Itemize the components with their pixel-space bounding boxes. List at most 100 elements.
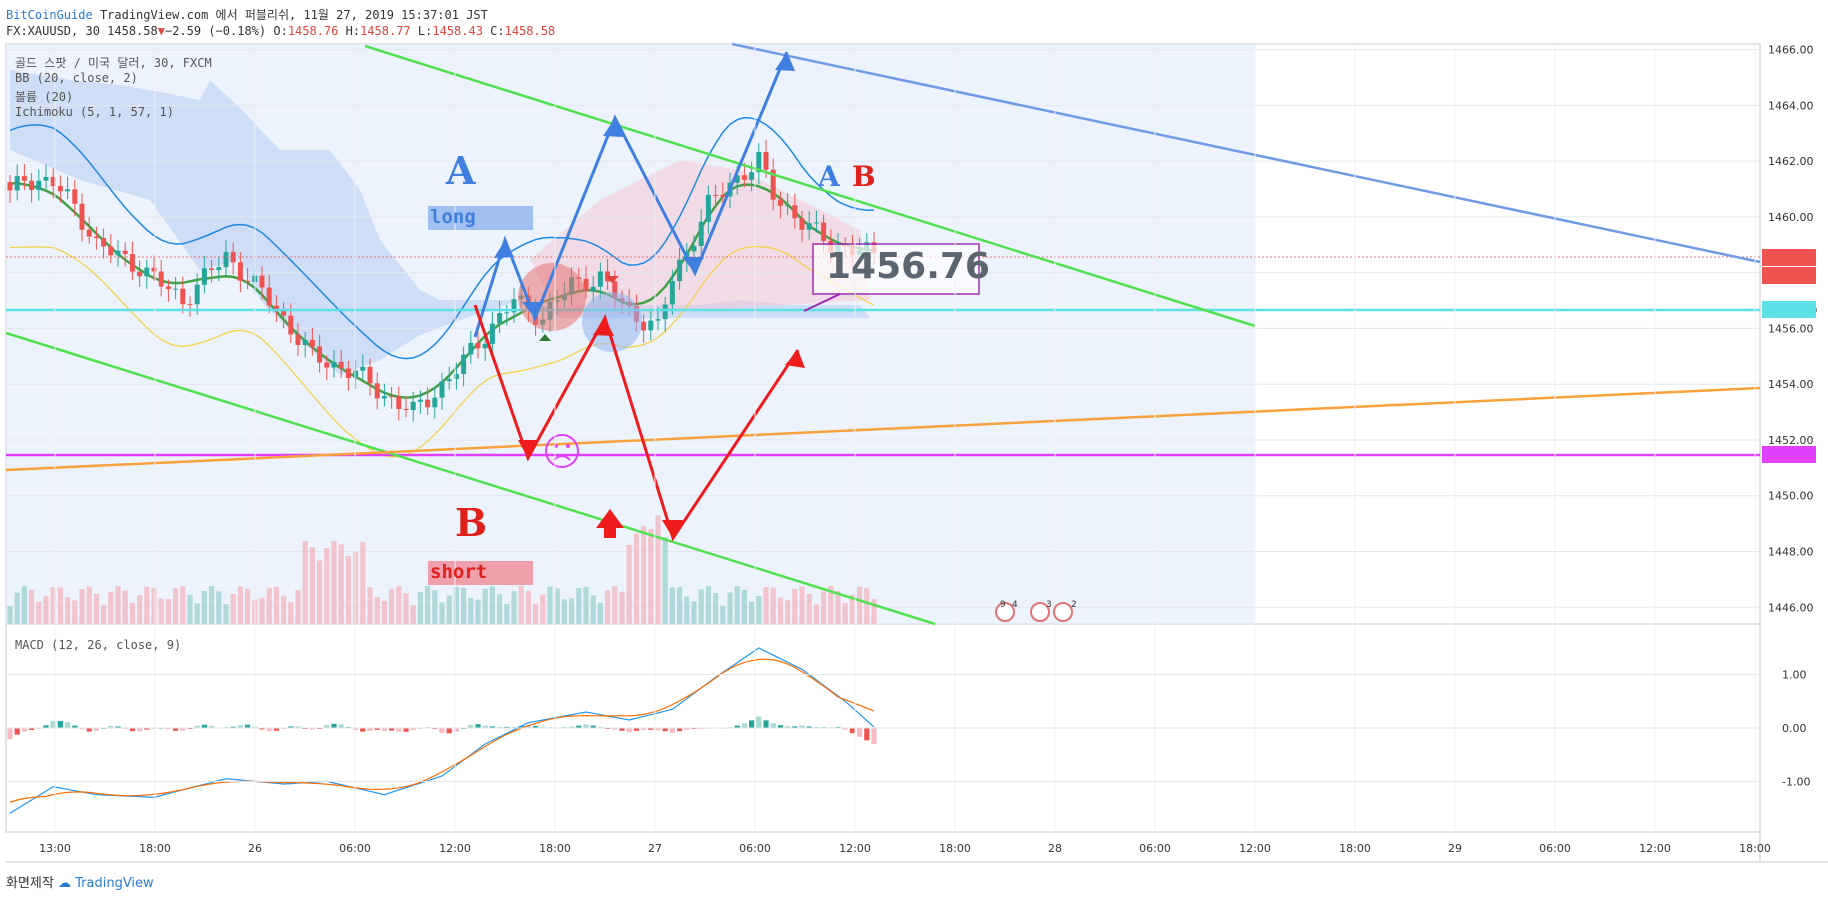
candle-body[interactable] <box>259 275 265 288</box>
candle-body[interactable] <box>288 315 294 335</box>
candle-body[interactable] <box>216 267 222 271</box>
candle-body[interactable] <box>497 313 503 324</box>
candle-body[interactable] <box>345 368 351 379</box>
candle-body[interactable] <box>324 362 330 368</box>
candle-body[interactable] <box>338 361 344 369</box>
candle-body[interactable] <box>353 370 359 379</box>
candle-body[interactable] <box>583 278 589 292</box>
candle-body[interactable] <box>137 271 143 277</box>
candle-body[interactable] <box>461 354 467 375</box>
candle-body[interactable] <box>777 199 783 206</box>
candle-body[interactable] <box>281 310 287 316</box>
bb-upper-line[interactable] <box>9 116 875 360</box>
candle-body[interactable] <box>151 267 157 272</box>
candle-body[interactable] <box>194 284 200 305</box>
candle-body[interactable] <box>201 268 207 285</box>
candle-body[interactable] <box>713 194 719 196</box>
candle-body[interactable] <box>93 236 99 239</box>
candle-body[interactable] <box>741 175 747 180</box>
candle-body[interactable] <box>425 399 431 408</box>
candle-body[interactable] <box>360 366 366 371</box>
macd-indicator[interactable]: MACD (12, 26, close, 9) <box>15 638 182 652</box>
macd-line[interactable] <box>9 647 875 814</box>
candle-body[interactable] <box>821 222 827 241</box>
series-title[interactable]: 골드 스팟 / 미국 달러, 30, FXCM <box>15 56 212 70</box>
candle-body[interactable] <box>108 246 114 256</box>
candle-body[interactable] <box>36 180 42 190</box>
candle-body[interactable] <box>115 250 121 256</box>
candle-body[interactable] <box>79 203 85 230</box>
blue-trend-line[interactable] <box>731 42 1761 264</box>
candle-body[interactable] <box>763 152 769 170</box>
tradingview-logo[interactable]: TradingView <box>75 876 154 891</box>
candle-body[interactable] <box>691 245 697 252</box>
candle-body[interactable] <box>389 396 395 398</box>
candle-body[interactable] <box>230 252 236 263</box>
candle-body[interactable] <box>792 205 798 219</box>
candle-body[interactable] <box>669 281 675 305</box>
ichimoku-lagging-line[interactable] <box>9 245 875 458</box>
candle-body[interactable] <box>101 238 107 247</box>
candle-body[interactable] <box>662 304 668 320</box>
candle-body[interactable] <box>266 287 272 306</box>
candle-body[interactable] <box>489 323 495 344</box>
candle-body[interactable] <box>129 254 135 272</box>
candle-body[interactable] <box>597 271 603 287</box>
candle-body[interactable] <box>180 288 186 305</box>
candle-body[interactable] <box>813 222 819 224</box>
candle-body[interactable] <box>648 320 654 331</box>
candle-body[interactable] <box>410 401 416 410</box>
candle-body[interactable] <box>439 381 445 398</box>
candle-body[interactable] <box>453 374 459 380</box>
candle-body[interactable] <box>698 221 704 246</box>
volume-indicator[interactable]: 볼륨 (20) <box>15 90 74 104</box>
candle-body[interactable] <box>677 259 683 282</box>
candle-body[interactable] <box>468 342 474 355</box>
candle-body[interactable] <box>158 271 164 287</box>
candle-body[interactable] <box>21 176 27 181</box>
candle-body[interactable] <box>511 299 517 313</box>
candle-body[interactable] <box>209 268 215 271</box>
candle-body[interactable] <box>432 397 438 408</box>
candle-body[interactable] <box>641 321 647 331</box>
candle-body[interactable] <box>374 383 380 399</box>
candle-body[interactable] <box>785 205 791 207</box>
candle-body[interactable] <box>14 176 20 191</box>
channel-lower-line[interactable] <box>5 331 936 626</box>
orange-trend-line[interactable] <box>5 386 1761 472</box>
candle-body[interactable] <box>187 304 193 306</box>
candle-body[interactable] <box>302 339 308 346</box>
candle-body[interactable] <box>381 396 387 399</box>
candle-body[interactable] <box>756 152 762 173</box>
candle-body[interactable] <box>396 396 402 409</box>
candle-body[interactable] <box>165 286 171 290</box>
candle-body[interactable] <box>144 267 150 277</box>
event-badges[interactable] <box>995 602 1073 622</box>
channel-upper-line[interactable] <box>364 44 1256 328</box>
candle-body[interactable] <box>50 176 56 187</box>
candle-body[interactable] <box>612 281 618 299</box>
candle-body[interactable] <box>86 229 92 237</box>
candle-body[interactable] <box>705 194 711 222</box>
candle-body[interactable] <box>173 288 179 290</box>
candle-body[interactable] <box>417 399 423 402</box>
candle-body[interactable] <box>720 194 726 197</box>
candle-body[interactable] <box>367 366 373 384</box>
candle-body[interactable] <box>295 334 301 346</box>
bb-indicator[interactable]: BB (20, close, 2) <box>15 71 138 85</box>
candle-body[interactable] <box>749 172 755 180</box>
candle-body[interactable] <box>245 280 251 283</box>
candle-body[interactable] <box>273 305 279 311</box>
candle-body[interactable] <box>29 180 35 190</box>
candle-body[interactable] <box>122 250 128 255</box>
candle-body[interactable] <box>770 169 776 200</box>
candle-body[interactable] <box>482 343 488 349</box>
author-link[interactable]: BitCoinGuide <box>6 8 93 22</box>
candle-body[interactable] <box>799 218 805 230</box>
candle-body[interactable] <box>237 262 243 281</box>
candle-body[interactable] <box>475 342 481 349</box>
candle-body[interactable] <box>309 339 315 347</box>
candle-body[interactable] <box>504 312 510 314</box>
symbol-label[interactable]: FX:XAUUSD, 30 <box>6 24 100 38</box>
